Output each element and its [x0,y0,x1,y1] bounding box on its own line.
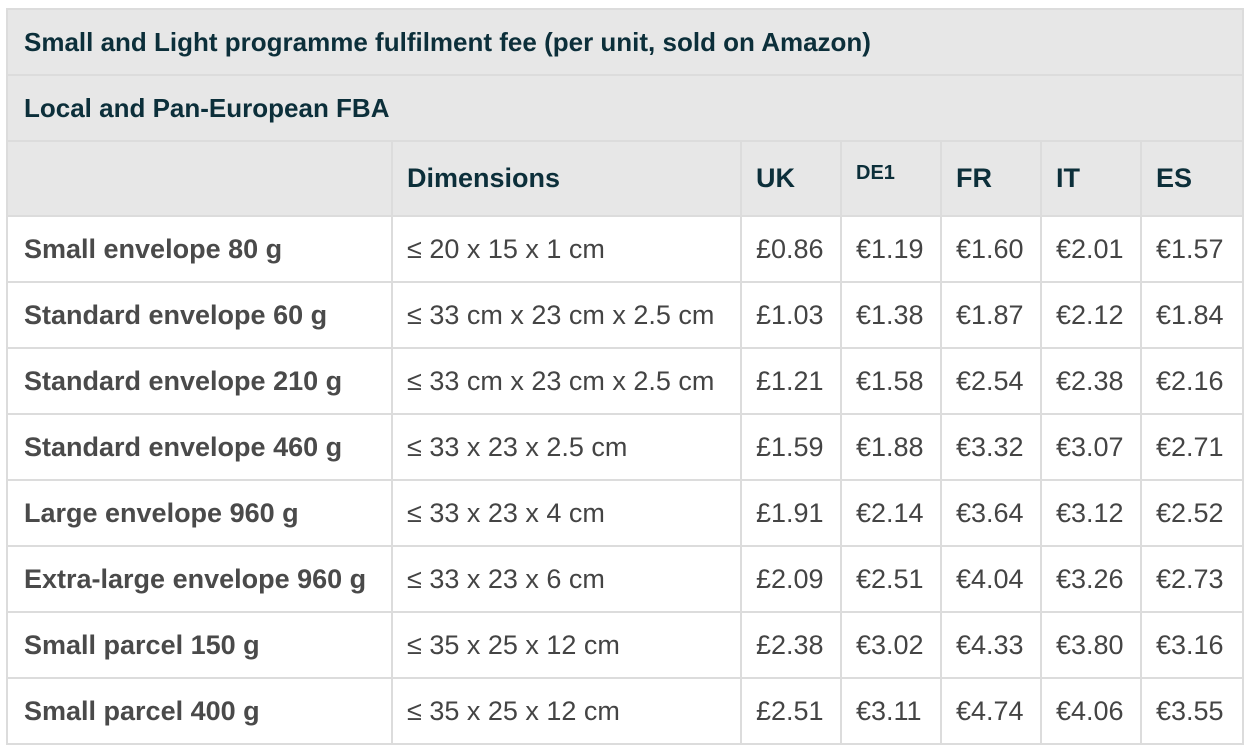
table-row: Extra-large envelope 960 g ≤ 33 x 23 x 6 … [6,545,1245,613]
header-it: IT [1040,140,1142,217]
fee-es: €2.71 [1139,413,1245,481]
row-name: Small envelope 80 g [6,215,393,283]
fee-it: €3.07 [1040,413,1142,481]
table-row: Standard envelope 460 g ≤ 33 x 23 x 2.5 c… [6,413,1245,481]
fee-fr: €2.54 [940,347,1042,415]
header-fr: FR [940,140,1042,217]
fee-fr: €1.60 [940,215,1042,283]
header-de: DE1 [840,140,942,217]
fee-de: €1.88 [840,413,942,481]
fee-de: €2.14 [840,479,942,547]
table-row: Standard envelope 210 g ≤ 33 cm x 23 cm x… [6,347,1245,415]
row-dimensions: ≤ 35 x 25 x 12 cm [391,611,742,679]
fee-uk: £1.21 [740,347,842,415]
fee-es: €2.73 [1139,545,1245,613]
fee-de: €2.51 [840,545,942,613]
fee-de: €1.19 [840,215,942,283]
table-subtitle-row: Local and Pan-European FBA [5,74,1245,142]
table-subtitle: Local and Pan-European FBA [5,74,1245,142]
fee-it: €2.01 [1040,215,1142,283]
fee-de: €3.11 [840,677,942,745]
header-name [6,140,393,217]
fee-es: €1.84 [1139,281,1245,349]
fee-it: €3.80 [1040,611,1142,679]
fee-fr: €4.33 [940,611,1042,679]
fee-fr: €3.32 [940,413,1042,481]
header-es: ES [1139,140,1245,217]
table-row: Small parcel 400 g ≤ 35 x 25 x 12 cm £2.51… [6,677,1245,745]
header-row: Dimensions UK DE1 FR IT ES [6,140,1245,217]
row-name: Standard envelope 60 g [6,281,393,349]
fee-es: €2.16 [1139,347,1245,415]
fee-de: €1.58 [840,347,942,415]
fee-uk: £1.03 [740,281,842,349]
row-dimensions: ≤ 33 cm x 23 cm x 2.5 cm [391,281,742,349]
row-dimensions: ≤ 33 x 23 x 2.5 cm [391,413,742,481]
fee-es: €1.57 [1139,215,1245,283]
header-uk: UK [740,140,842,217]
fee-es: €3.16 [1139,611,1245,679]
row-dimensions: ≤ 33 x 23 x 6 cm [391,545,742,613]
fulfilment-fee-table: Small and Light programme fulfilment fee… [5,8,1245,745]
header-dimensions: Dimensions [391,140,742,217]
fee-it: €2.12 [1040,281,1142,349]
fee-uk: £2.51 [740,677,842,745]
table-row: Standard envelope 60 g ≤ 33 cm x 23 cm x … [6,281,1245,349]
row-name: Standard envelope 210 g [6,347,393,415]
row-dimensions: ≤ 20 x 15 x 1 cm [391,215,742,283]
row-dimensions: ≤ 35 x 25 x 12 cm [391,677,742,745]
fee-fr: €4.04 [940,545,1042,613]
fee-uk: £2.09 [740,545,842,613]
table-row: Small parcel 150 g ≤ 35 x 25 x 12 cm £2.38… [6,611,1245,679]
fee-es: €3.55 [1139,677,1245,745]
fee-uk: £1.59 [740,413,842,481]
fee-es: €2.52 [1139,479,1245,547]
fee-fr: €1.87 [940,281,1042,349]
fee-de: €3.02 [840,611,942,679]
fee-fr: €4.74 [940,677,1042,745]
row-name: Standard envelope 460 g [6,413,393,481]
table-row: Large envelope 960 g ≤ 33 x 23 x 4 cm £1.9… [6,479,1245,547]
row-name: Small parcel 400 g [6,677,393,745]
fee-table-container: Small and Light programme fulfilment fee… [5,8,1245,745]
fee-uk: £1.91 [740,479,842,547]
row-dimensions: ≤ 33 cm x 23 cm x 2.5 cm [391,347,742,415]
fee-it: €4.06 [1040,677,1142,745]
fee-it: €3.26 [1040,545,1142,613]
table-row: Small envelope 80 g ≤ 20 x 15 x 1 cm £0.86… [6,215,1245,283]
fee-de: €1.38 [840,281,942,349]
table-title-row: Small and Light programme fulfilment fee… [5,8,1245,76]
fee-fr: €3.64 [940,479,1042,547]
row-name: Extra-large envelope 960 g [6,545,393,613]
fee-uk: £2.38 [740,611,842,679]
row-name: Small parcel 150 g [6,611,393,679]
row-dimensions: ≤ 33 x 23 x 4 cm [391,479,742,547]
fee-it: €2.38 [1040,347,1142,415]
row-name: Large envelope 960 g [6,479,393,547]
fee-it: €3.12 [1040,479,1142,547]
table-title: Small and Light programme fulfilment fee… [5,8,1245,76]
table-body: Small envelope 80 g ≤ 20 x 15 x 1 cm £0.86… [6,215,1245,745]
fee-uk: £0.86 [740,215,842,283]
